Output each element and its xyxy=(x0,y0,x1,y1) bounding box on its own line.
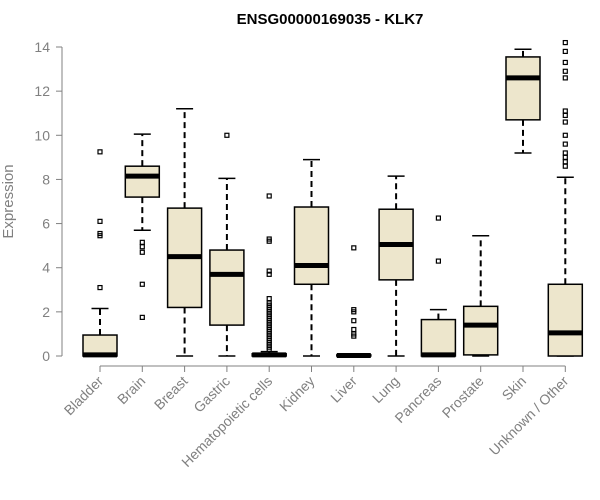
outlier-point xyxy=(351,307,357,313)
outlier-point xyxy=(562,112,568,119)
box-hematopoietic-cells xyxy=(251,193,287,358)
outlier-point xyxy=(139,244,145,250)
outlier-point xyxy=(562,68,568,74)
outlier-point xyxy=(562,108,568,114)
outlier-point xyxy=(224,132,230,138)
box-iqr xyxy=(420,318,457,357)
outlier-point xyxy=(139,249,145,255)
box-iqr xyxy=(547,283,584,357)
outlier-point xyxy=(351,326,357,333)
outlier-point xyxy=(562,59,568,66)
outlier-point xyxy=(562,159,568,165)
x-tick-label: Unknown / Other xyxy=(486,373,572,459)
outlier-point xyxy=(435,258,441,264)
y-axis-label: Expression xyxy=(0,164,17,238)
y-tick-label: 8 xyxy=(42,171,50,187)
outlier-point xyxy=(97,230,103,237)
box-unknown-other xyxy=(547,39,584,357)
box-liver xyxy=(336,245,372,359)
box-brain xyxy=(124,133,161,320)
box-prostate xyxy=(462,234,499,357)
outlier-point xyxy=(562,119,568,125)
outlier-point xyxy=(562,163,568,169)
chart-title: ENSG00000169035 - KLK7 xyxy=(237,11,424,28)
x-tick-label: Brain xyxy=(114,373,148,407)
outlier-point xyxy=(97,149,103,155)
y-tick-label: 4 xyxy=(42,260,50,276)
y-tick-label: 10 xyxy=(34,127,50,143)
y-tick-label: 0 xyxy=(42,348,50,364)
x-tick-label: Skin xyxy=(499,373,530,404)
box-iqr xyxy=(124,165,161,198)
box-breast xyxy=(166,108,203,357)
box-lung xyxy=(378,175,414,357)
y-tick-label: 14 xyxy=(34,39,50,55)
outlier-point xyxy=(562,48,568,55)
box-skin xyxy=(505,48,541,154)
outlier-point xyxy=(562,75,568,81)
outlier-point xyxy=(139,239,145,245)
box-iqr xyxy=(462,305,499,356)
outlier-point xyxy=(266,193,272,199)
x-tick-label: Lung xyxy=(369,373,402,406)
y-axis: 0 2 4 6 8 10 12 14 xyxy=(34,39,63,364)
outlier-point xyxy=(266,296,272,302)
outlier-point xyxy=(562,150,568,156)
box-bladder xyxy=(82,149,118,358)
outlier-point xyxy=(435,215,441,221)
y-tick-label: 2 xyxy=(42,304,50,320)
outlier-point xyxy=(351,318,357,324)
outlier-point xyxy=(351,245,357,251)
x-tick-label: Pancreas xyxy=(391,373,444,426)
x-tick-label: Bladder xyxy=(61,373,107,419)
box-kidney xyxy=(293,158,330,357)
box-iqr xyxy=(293,206,330,286)
outlier-point xyxy=(139,314,145,320)
outlier-point xyxy=(266,268,272,274)
box-iqr xyxy=(209,249,245,326)
y-tick-label: 6 xyxy=(42,216,50,232)
outlier-point xyxy=(266,236,272,242)
x-tick-label: Kidney xyxy=(276,373,318,415)
outlier-point xyxy=(97,284,103,291)
box-gastric xyxy=(209,132,245,357)
outlier-point xyxy=(562,39,568,46)
outlier-point xyxy=(562,154,568,160)
boxes-group xyxy=(82,39,584,359)
outlier-point xyxy=(562,141,568,147)
x-tick-label: Liver xyxy=(327,373,360,406)
outlier-point xyxy=(562,132,568,138)
box-pancreas xyxy=(420,215,457,358)
outlier-point xyxy=(139,281,145,287)
box-iqr xyxy=(505,56,541,121)
y-tick-label: 12 xyxy=(34,83,50,99)
outlier-point xyxy=(97,218,103,224)
x-tick-label: Breast xyxy=(151,373,191,413)
outlier-point xyxy=(266,271,272,277)
x-tick-label: Prostate xyxy=(439,373,487,421)
